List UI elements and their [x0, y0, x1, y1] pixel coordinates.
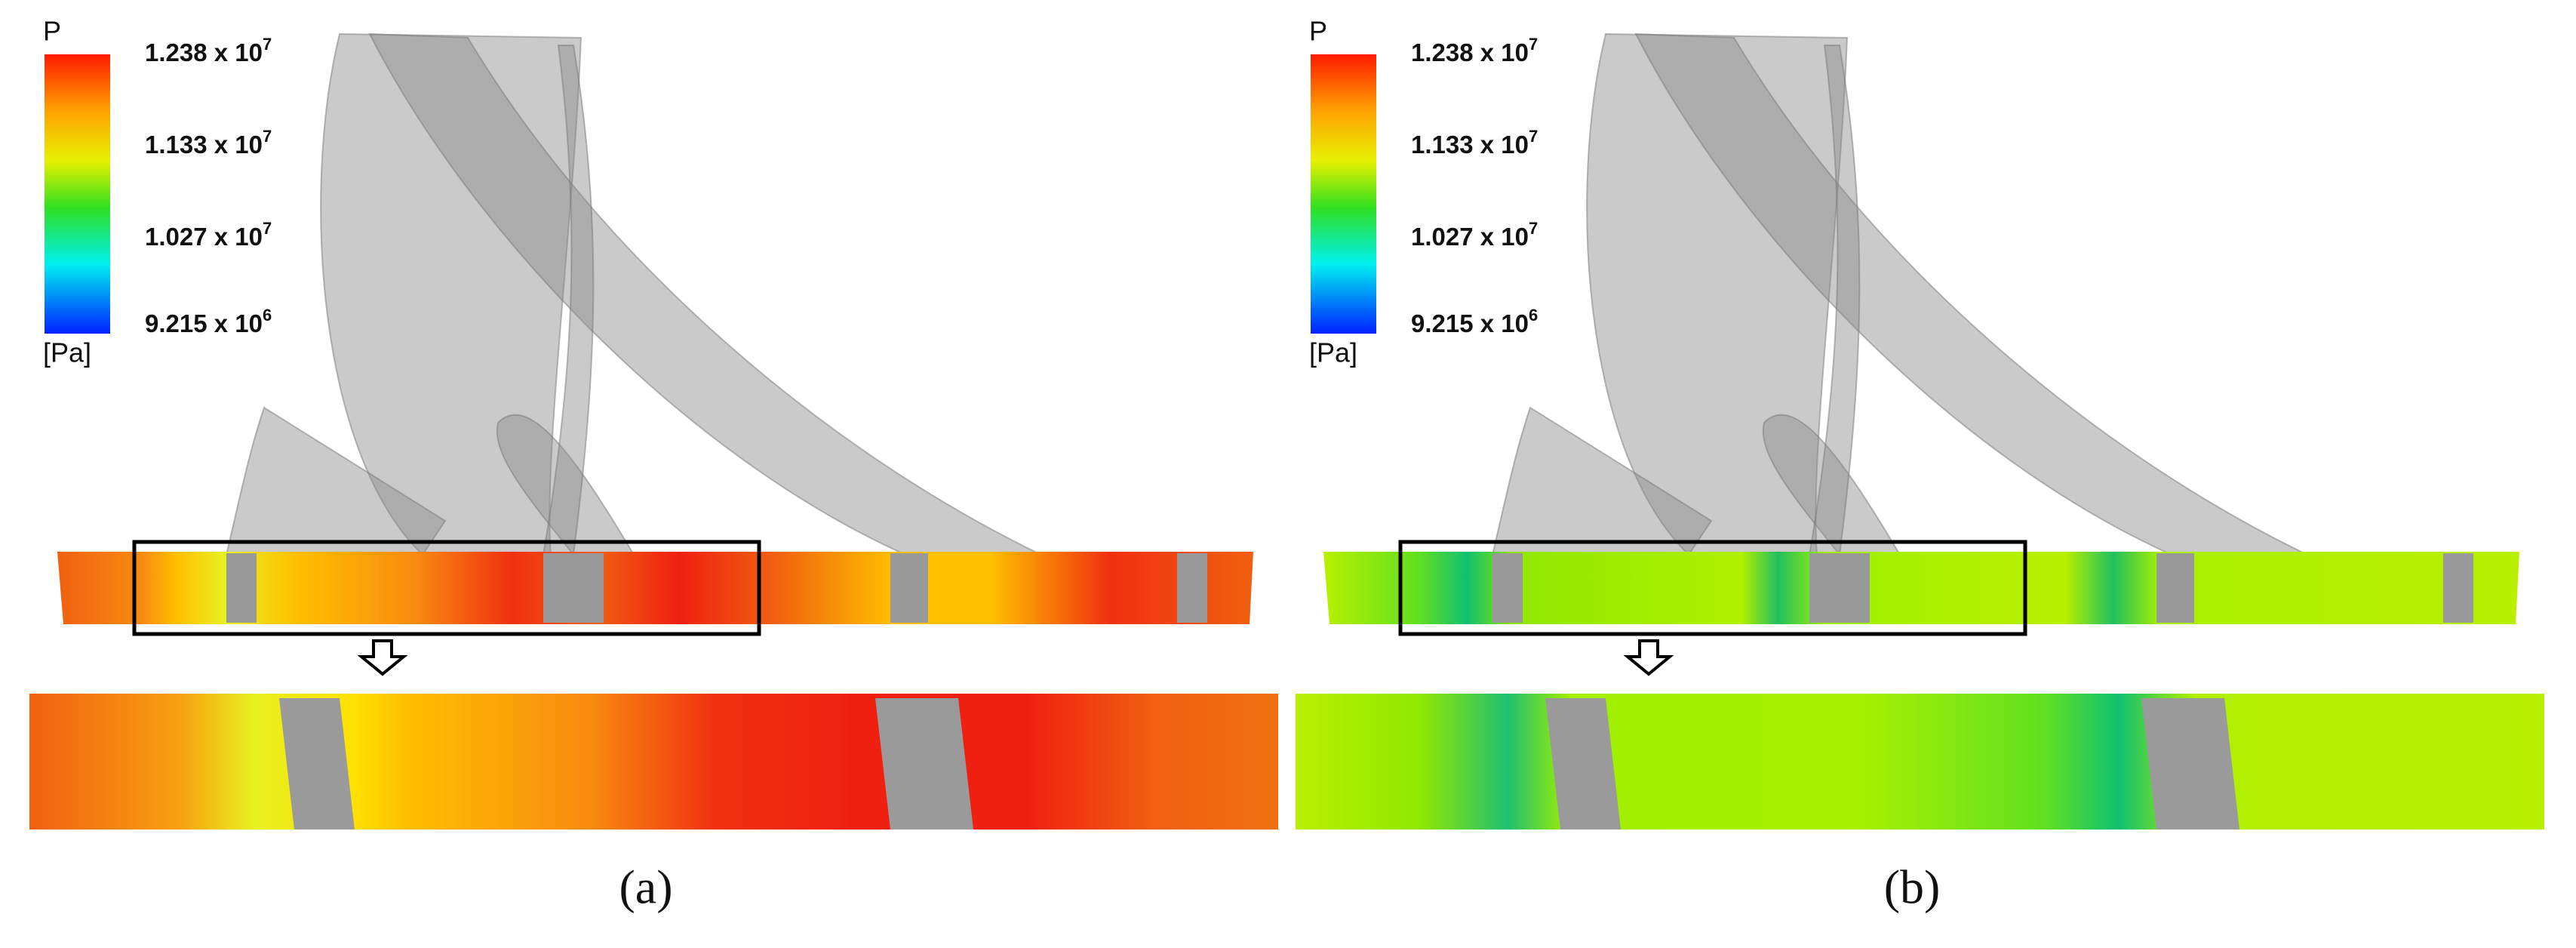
label-base: 1.027 x 10 [1411, 223, 1529, 251]
blade-section [1809, 553, 1870, 623]
label-base: 1.027 x 10 [145, 223, 263, 251]
blade-section [226, 553, 257, 623]
colorbar-unit: [Pa] [43, 337, 91, 368]
label-exp: 7 [1529, 127, 1538, 146]
arrow [357, 639, 408, 676]
contour-strip [57, 552, 1253, 624]
label-base: 9.215 x 10 [1411, 309, 1529, 337]
blade-section [2141, 698, 2239, 830]
blade-section [890, 553, 928, 623]
colorbar [45, 54, 110, 334]
zoom-box [132, 540, 761, 636]
blade-section [1545, 698, 1621, 830]
blade-section [2443, 553, 2473, 623]
blade-section [1177, 553, 1207, 623]
colorbar-label: 1.027 x 107 [1411, 219, 1538, 251]
zoom-box [1398, 540, 2027, 636]
colorbar-label: 1.238 x 107 [145, 35, 272, 66]
colorbar-title: P [43, 16, 61, 47]
label-exp: 6 [263, 306, 272, 325]
label-base: 1.238 x 10 [1411, 38, 1529, 66]
label-exp: 7 [1529, 35, 1538, 54]
caption: (a) [619, 860, 672, 914]
colorbar-title: P [1309, 16, 1327, 47]
label-exp: 7 [263, 127, 272, 146]
colorbar-label: 9.215 x 106 [1411, 306, 1538, 337]
colorbar-label: 1.133 x 107 [145, 127, 272, 159]
blade-section [2156, 553, 2194, 623]
zoom-strip [29, 694, 1278, 830]
label-exp: 6 [1529, 306, 1538, 325]
colorbar-label: 1.133 x 107 [1411, 127, 1538, 159]
zoom-strip [1296, 694, 2544, 830]
label-exp: 7 [263, 35, 272, 54]
label-exp: 7 [1529, 219, 1538, 238]
blade-section [1492, 553, 1523, 623]
colorbar-unit: [Pa] [1309, 337, 1357, 368]
blade-section [875, 698, 973, 830]
blade-section [543, 553, 604, 623]
label-base: 9.215 x 10 [145, 309, 263, 337]
contour-strip [1323, 552, 2519, 624]
label-base: 1.133 x 10 [1411, 131, 1529, 159]
colorbar-label: 9.215 x 106 [145, 306, 272, 337]
colorbar-label: 1.027 x 107 [145, 219, 272, 251]
label-exp: 7 [263, 219, 272, 238]
blade-section [279, 698, 355, 830]
caption: (b) [1884, 860, 1941, 914]
label-base: 1.238 x 10 [145, 38, 263, 66]
colorbar [1311, 54, 1376, 334]
label-base: 1.133 x 10 [145, 131, 263, 159]
arrow [1623, 639, 1674, 676]
colorbar-label: 1.238 x 107 [1411, 35, 1538, 66]
